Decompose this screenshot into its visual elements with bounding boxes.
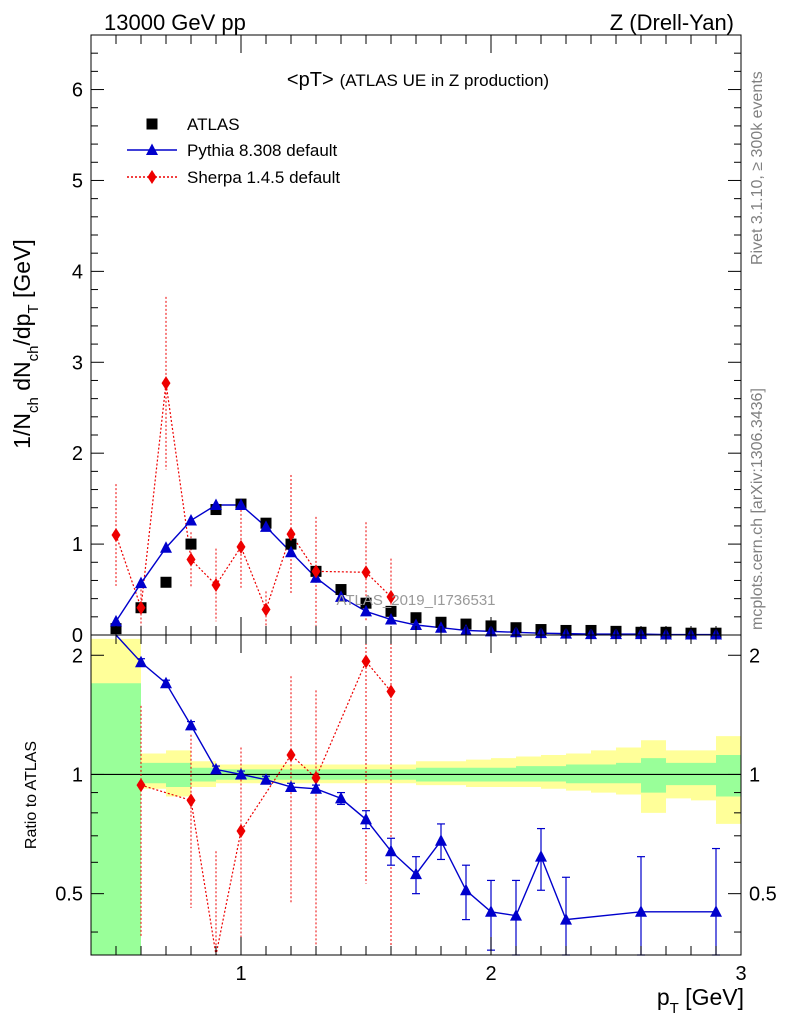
atlas-point xyxy=(385,605,397,617)
pythia-ratio-point xyxy=(360,812,372,825)
legend-label: Sherpa 1.4.5 default xyxy=(187,168,340,187)
x-tick-label: 3 xyxy=(735,963,746,985)
sherpa-ratio-line xyxy=(140,660,392,956)
x-tick-label: 2 xyxy=(485,963,496,985)
sherpa-ratio-point xyxy=(386,684,396,699)
pythia-point xyxy=(285,545,297,558)
atlas-point xyxy=(160,576,172,588)
ratio-y-tick-label-right: 1 xyxy=(749,764,760,786)
sherpa-ratio-point xyxy=(286,747,296,762)
legend-marker xyxy=(146,118,158,130)
pythia-ratio-point xyxy=(435,834,447,846)
pythia-ratio-point xyxy=(210,762,222,775)
pythia-ratio-point xyxy=(510,909,522,921)
legend: ATLAS Pythia 8.308 default Sherpa 1.4.5 de… xyxy=(127,115,340,187)
main-y-tick-label: 0 xyxy=(72,625,83,647)
atlas-point xyxy=(410,612,422,624)
main-y-tick-label: 3 xyxy=(72,352,83,374)
legend-marker xyxy=(147,170,157,184)
pythia-point xyxy=(410,618,422,630)
atlas-point xyxy=(185,538,197,550)
mcplots-reference-label: mcplots.cern.ch [arXiv:1306.3436] xyxy=(749,388,766,630)
ratio-band-outer xyxy=(91,638,741,955)
ratio-y-tick-label-right: 0.5 xyxy=(749,884,777,906)
pythia-point xyxy=(385,613,397,625)
main-y-axis-label: 1/Nch dNch/dpT [GeV] xyxy=(9,239,42,449)
main-y-tick-label: 5 xyxy=(72,170,83,192)
sherpa-point xyxy=(286,527,296,542)
ratio-y-tick-label: 2 xyxy=(72,645,83,667)
pythia-ratio-point xyxy=(410,867,422,880)
sherpa-ratio-point xyxy=(311,770,321,785)
main-y-tick-label: 6 xyxy=(72,80,83,102)
sherpa-point xyxy=(186,552,196,567)
pythia-point xyxy=(210,498,222,510)
pythia-ratio-point xyxy=(485,905,497,917)
sherpa-point xyxy=(386,589,396,604)
legend-marker xyxy=(146,143,158,155)
legend-label: ATLAS xyxy=(187,115,240,134)
sherpa-point xyxy=(161,376,171,391)
header-energy: 13000 GeV pp xyxy=(104,10,246,35)
main-y-tick-label: 4 xyxy=(72,261,83,283)
pythia-ratio-point xyxy=(160,676,172,689)
x-axis-label: pT [GeV] xyxy=(657,984,744,1017)
sherpa-ratio-point xyxy=(186,793,196,808)
atlas-point xyxy=(335,584,347,596)
pythia-point xyxy=(185,513,197,526)
sherpa-point xyxy=(261,602,271,617)
ratio-y-axis-label: Ratio to ATLAS xyxy=(23,741,40,849)
sherpa-point xyxy=(111,528,121,542)
pythia-point xyxy=(110,614,122,627)
header-process: Z (Drell-Yan) xyxy=(610,10,734,35)
pythia-ratio-point xyxy=(385,844,397,857)
main-y-tick-label: 2 xyxy=(72,443,83,465)
sherpa-point xyxy=(361,565,371,580)
legend-label: Pythia 8.308 default xyxy=(187,141,338,160)
main-y-tick-label: 1 xyxy=(72,534,83,556)
pythia-ratio-point xyxy=(260,773,272,785)
pythia-ratio-point xyxy=(335,791,347,804)
sherpa-ratio-point xyxy=(236,823,246,838)
pythia-point xyxy=(235,498,247,510)
pythia-point xyxy=(260,520,272,532)
ratio-y-tick-label: 0.5 xyxy=(55,884,83,906)
pythia-ratio-point xyxy=(635,905,647,917)
main-panel: 0 1 2 3 4 5 6 xyxy=(72,34,742,647)
ratio-y-tick-label: 1 xyxy=(72,764,83,786)
pythia-point xyxy=(335,590,347,602)
sherpa-ratio-point xyxy=(136,778,146,793)
pythia-ratio-point xyxy=(535,850,547,862)
analysis-watermark: ATLAS_2019_I1736531 xyxy=(336,592,495,609)
pythia-ratio-point xyxy=(235,767,247,780)
sherpa-ratio-point xyxy=(361,654,371,669)
pythia-point xyxy=(135,576,147,589)
pythia-point xyxy=(160,541,172,553)
sherpa-point xyxy=(236,539,246,554)
sherpa-point xyxy=(211,578,221,592)
pythia-ratio-point xyxy=(285,780,297,792)
pythia-ratio-point xyxy=(710,905,722,917)
pythia-ratio-point xyxy=(310,782,322,794)
ratio-panel: 0.5 0.5 1 1 2 2 1 2 3 xyxy=(55,634,777,985)
pythia-ratio-point xyxy=(135,655,147,668)
x-tick-label: 1 xyxy=(235,963,246,985)
sherpa-line xyxy=(115,383,392,612)
pythia-ratio-point xyxy=(185,718,197,731)
atlas-point xyxy=(360,597,372,609)
sherpa-point xyxy=(136,600,146,615)
rivet-version-label: Rivet 3.1.10, ≥ 300k events xyxy=(749,71,766,265)
ratio-y-tick-label-right: 2 xyxy=(749,645,760,667)
plot-title: <pT> (ATLAS UE in Z production) xyxy=(287,69,549,91)
pythia-ratio-point xyxy=(560,913,572,925)
pythia-ratio-point xyxy=(460,883,472,896)
pythia-point xyxy=(360,604,372,617)
sherpa-point xyxy=(311,564,321,579)
atlas-point xyxy=(285,538,297,550)
